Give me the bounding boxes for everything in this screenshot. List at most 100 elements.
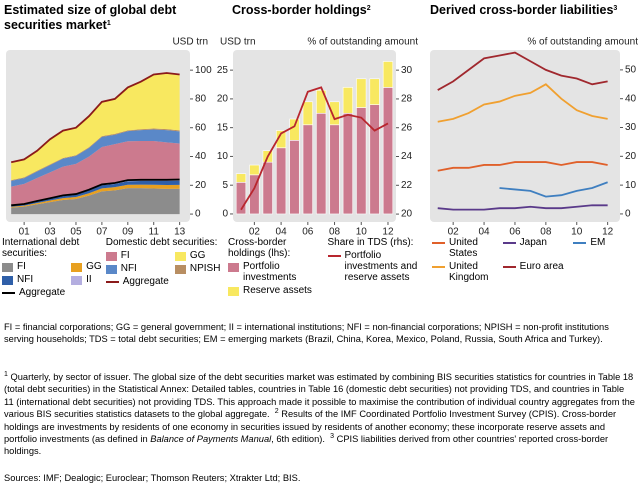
chart-title: Derived cross-border liabilities3 xyxy=(430,3,638,18)
y-tick-label: 20 xyxy=(195,180,207,191)
legend-grid: United States Japan EM United Kingdom Euro a… xyxy=(432,237,638,283)
legend-item: NFI xyxy=(105,263,169,274)
y-tick-label: 100 xyxy=(195,65,212,76)
bar xyxy=(342,112,354,215)
legend-grid: FI GG NFI II Aggregate xyxy=(2,261,102,298)
y2-tick-label: 20 xyxy=(401,209,413,220)
legend-label: Japan xyxy=(519,237,547,248)
legend-item: EM xyxy=(573,237,638,259)
legend-title: International debt securities: xyxy=(2,237,80,259)
y-tick-label: 0 xyxy=(195,209,201,220)
legend-label: NPISH xyxy=(189,263,221,274)
line xyxy=(240,86,389,211)
x-tick-label: 12 xyxy=(602,227,614,236)
y-tick-label: 25 xyxy=(217,65,229,76)
legend-label: FI xyxy=(17,261,26,272)
legend-title: Domestic debt securities: xyxy=(105,237,218,248)
footnote-text: CPIS liabilities derived from other coun… xyxy=(4,434,609,457)
line xyxy=(437,51,608,91)
legend-title: Share in TDS (rhs): xyxy=(327,237,414,248)
legend-swatch xyxy=(2,263,13,272)
line xyxy=(11,178,180,207)
x-tick-label: 10 xyxy=(571,227,583,236)
y-axis-label: % of outstanding amount xyxy=(527,37,638,48)
x-tick-label: 10 xyxy=(356,227,368,236)
legend-label: FI xyxy=(120,250,130,261)
legend-swatch xyxy=(2,292,15,294)
legend-grid: FI GG NFI NPISH Aggregate xyxy=(105,250,221,287)
legend-swatch xyxy=(71,276,83,285)
plot-background xyxy=(430,50,620,222)
legend-swatch xyxy=(71,263,83,272)
area xyxy=(11,140,180,206)
x-tick-label: 13 xyxy=(174,227,186,236)
x-tick-label: 06 xyxy=(302,227,314,236)
y-tick-label: 20 xyxy=(217,94,229,105)
bar xyxy=(302,101,313,126)
bar xyxy=(289,140,300,215)
y-tick-label: 50 xyxy=(625,65,637,76)
legend-group: Share in TDS (rhs): Portfolio investments… xyxy=(327,237,424,296)
x-tick-label: 06 xyxy=(509,227,521,236)
legend-group: Domestic debt securities: FI GG NFI NPISH Agg… xyxy=(105,237,221,298)
y-tick-label: 0 xyxy=(625,209,631,220)
legend-label: United States xyxy=(449,237,478,259)
y2-axis-label: % of outstanding amount xyxy=(307,37,418,48)
legend-swatch xyxy=(502,266,516,268)
legend-item: Japan xyxy=(502,237,568,259)
legend-item: FI xyxy=(2,261,65,272)
sources: Sources: IMF; Dealogic; Euroclear; Thoms… xyxy=(4,473,301,483)
x-tick-label: 08 xyxy=(540,227,552,236)
legend-label: United Kingdom xyxy=(449,261,489,283)
y-tick-label: 80 xyxy=(195,94,207,105)
y2-tick-label: 28 xyxy=(401,94,413,105)
y-tick-label: 20 xyxy=(625,151,637,162)
legend-swatch xyxy=(105,252,117,261)
bar xyxy=(235,173,247,183)
legend-label: NFI xyxy=(17,274,34,285)
legend-swatch xyxy=(174,265,186,274)
x-tick-label: 02 xyxy=(249,227,261,236)
x-tick-label: 07 xyxy=(96,227,108,236)
legend: Cross-border holdings (lhs): Portfolio in… xyxy=(228,237,423,296)
legend-group: Cross-border holdings (lhs): Portfolio in… xyxy=(228,237,324,296)
legend-swatch xyxy=(228,287,239,296)
legend-swatch xyxy=(105,281,119,283)
legend-swatch xyxy=(573,242,587,244)
legend-label: Euro area xyxy=(519,261,564,272)
footnote-marker: 3 xyxy=(330,433,335,441)
title-text: Estimated size of global debt securities… xyxy=(4,3,177,32)
legend-item: Portfolio investments xyxy=(228,261,324,283)
bar xyxy=(262,161,273,215)
y-tick-label: 10 xyxy=(625,180,637,191)
line xyxy=(499,181,608,198)
title-note: 2 xyxy=(366,5,371,12)
legend-swatch xyxy=(502,242,516,244)
title-text: Derived cross-border liabilities xyxy=(430,3,614,17)
legend-group: International debt securities: FI GG NFI II A… xyxy=(2,237,102,298)
legend-label: Reserve assets xyxy=(243,285,312,296)
bar xyxy=(302,124,313,215)
legend-label: Portfolio investments xyxy=(243,261,297,283)
legend-swatch xyxy=(432,266,445,268)
x-tick-label: 02 xyxy=(448,227,460,236)
area xyxy=(11,180,180,207)
area xyxy=(11,73,180,181)
plot-background xyxy=(233,50,396,222)
legend-swatch xyxy=(105,265,117,274)
bar xyxy=(369,104,380,215)
x-tick-label: 09 xyxy=(122,227,134,236)
line xyxy=(437,83,608,123)
area xyxy=(11,188,180,215)
legend-item: Euro area xyxy=(502,261,568,283)
legend-label: NFI xyxy=(120,263,137,274)
legend-grid: Portfolio investments and reserve assets xyxy=(327,250,424,283)
bar xyxy=(316,89,327,114)
legend-item: GG xyxy=(71,261,102,272)
legend-label: Portfolio investments and reserve assets xyxy=(344,250,418,283)
legend-item: Aggregate xyxy=(105,276,169,287)
legend-item: United Kingdom xyxy=(432,261,497,283)
legend-title: Cross-border holdings (lhs): xyxy=(228,237,291,259)
y2-tick-label: 26 xyxy=(401,122,413,133)
